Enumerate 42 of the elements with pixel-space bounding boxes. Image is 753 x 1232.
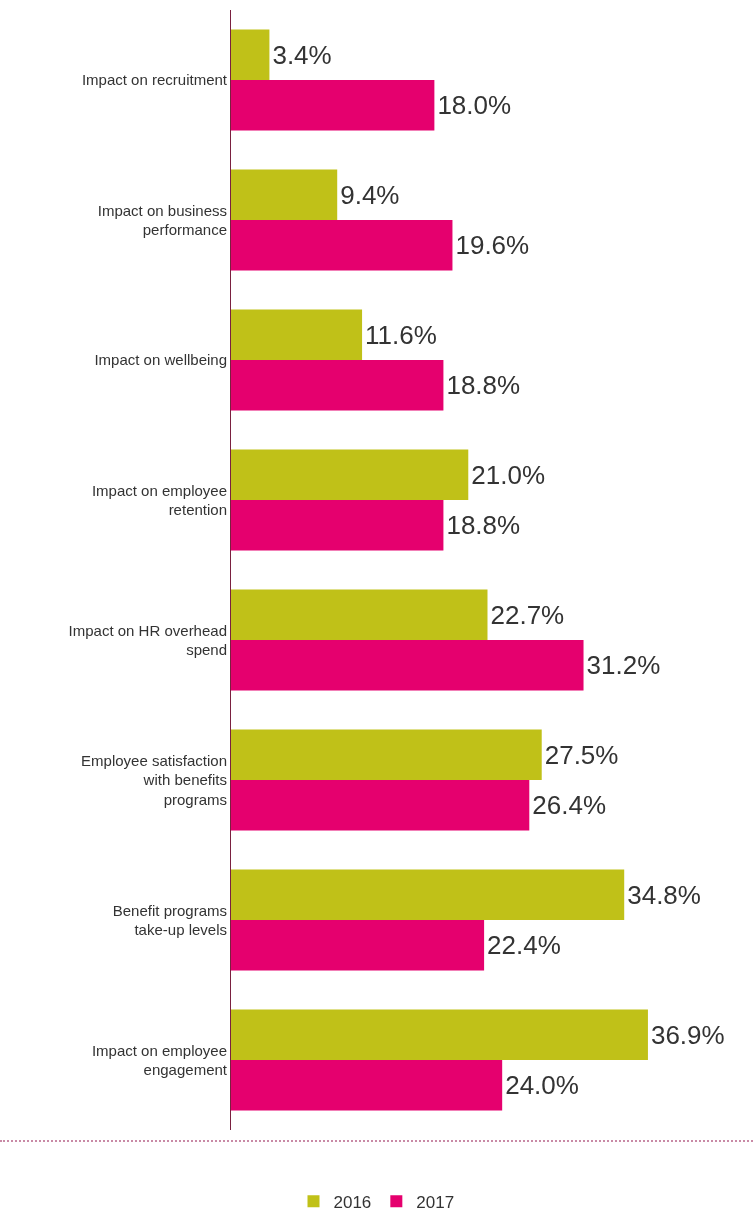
bar xyxy=(231,360,444,411)
y-tick-label: Impact on employee engagement xyxy=(91,1041,228,1078)
data-label: 18.8% xyxy=(446,370,521,401)
y-tick-label: Impact on employee retention xyxy=(91,481,227,518)
bar xyxy=(231,500,444,551)
bar xyxy=(231,869,625,920)
y-tick-label: Impact on HR overhead spend xyxy=(68,621,227,658)
y-tick-label: Impact on business performance xyxy=(97,201,227,238)
y-tick-label: Impact on wellbeing xyxy=(94,351,227,369)
data-label: 27.5% xyxy=(544,739,619,770)
y-tick-label: Benefit programs take-up levels xyxy=(112,901,227,938)
bar xyxy=(231,640,584,691)
data-label: 9.4% xyxy=(340,179,400,210)
data-label: 18.8% xyxy=(446,510,521,541)
data-label: 34.8% xyxy=(627,879,701,910)
bar xyxy=(231,780,530,831)
y-tick-label: Impact on recruitment xyxy=(81,71,228,89)
bar xyxy=(231,80,435,131)
data-label: 31.2% xyxy=(586,650,661,681)
bar xyxy=(231,220,453,271)
data-label: 18.0% xyxy=(437,90,512,121)
legend-label: 2016 xyxy=(333,1192,372,1212)
bar xyxy=(231,449,469,500)
data-label: 22.7% xyxy=(490,599,565,630)
data-label: 21.0% xyxy=(471,459,546,490)
bar xyxy=(231,169,338,220)
data-label: 26.4% xyxy=(532,790,607,821)
y-tick-label: Employee satisfaction with benefits programs xyxy=(81,751,227,808)
bar xyxy=(231,1009,648,1060)
bar xyxy=(231,309,363,360)
bar xyxy=(231,589,488,640)
data-label: 36.9% xyxy=(650,1019,725,1050)
data-label: 11.6% xyxy=(365,319,437,350)
data-label: 22.4% xyxy=(487,930,561,961)
data-label: 19.6% xyxy=(455,230,530,261)
bar xyxy=(231,920,485,971)
bar xyxy=(231,1060,503,1111)
bar xyxy=(231,29,270,80)
legend-label: 2017 xyxy=(416,1192,455,1212)
data-label: 3.4% xyxy=(272,39,332,70)
data-label: 24.0% xyxy=(505,1070,579,1101)
bar xyxy=(231,729,542,780)
